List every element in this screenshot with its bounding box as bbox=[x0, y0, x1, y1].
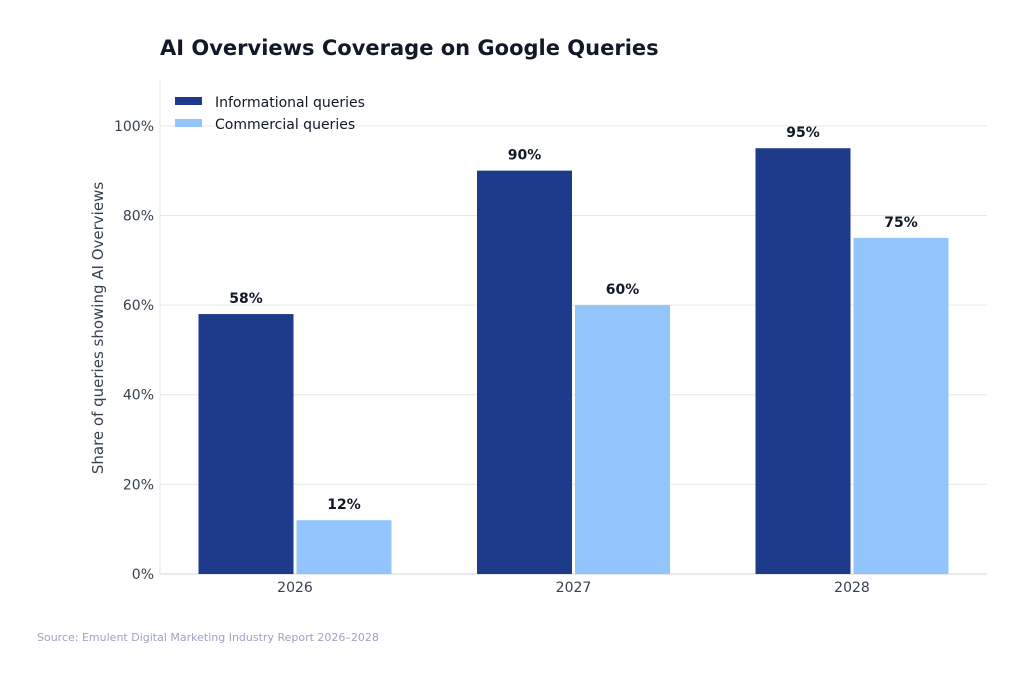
legend-swatch-commercial bbox=[175, 119, 202, 127]
data-label: 90% bbox=[508, 148, 542, 164]
source-note: Source: Emulent Digital Marketing Indust… bbox=[37, 631, 379, 644]
bar-commercial-2026 bbox=[296, 520, 392, 574]
bar-informational-2027 bbox=[477, 170, 572, 575]
data-label: 60% bbox=[606, 282, 640, 298]
x-tick-label: 2026 bbox=[277, 580, 313, 596]
y-tick-label: 20% bbox=[123, 477, 154, 493]
y-tick-label: 100% bbox=[114, 119, 154, 135]
bar-commercial-2028 bbox=[853, 237, 949, 574]
legend-swatch-informational bbox=[175, 97, 202, 105]
data-label: 12% bbox=[327, 497, 361, 513]
legend-label-commercial: Commercial queries bbox=[215, 117, 355, 133]
y-tick-label: 80% bbox=[123, 208, 154, 224]
x-tick-label: 2028 bbox=[834, 580, 870, 596]
y-tick-label: 60% bbox=[123, 298, 154, 314]
bar-commercial-2027 bbox=[575, 305, 670, 574]
legend-label-informational: Informational queries bbox=[215, 95, 365, 111]
data-label: 58% bbox=[229, 291, 263, 307]
y-tick-label: 0% bbox=[132, 567, 154, 583]
x-tick-label: 2027 bbox=[556, 580, 592, 596]
bar-informational-2028 bbox=[755, 148, 851, 574]
bar-informational-2026 bbox=[198, 314, 294, 574]
chart-title: AI Overviews Coverage on Google Queries bbox=[160, 36, 659, 60]
y-axis-label: Share of queries showing AI Overviews bbox=[89, 182, 107, 474]
data-label: 75% bbox=[884, 215, 918, 231]
y-tick-label: 40% bbox=[123, 388, 154, 404]
legend: Informational queries Commercial queries bbox=[175, 95, 365, 133]
data-label: 95% bbox=[786, 125, 820, 141]
